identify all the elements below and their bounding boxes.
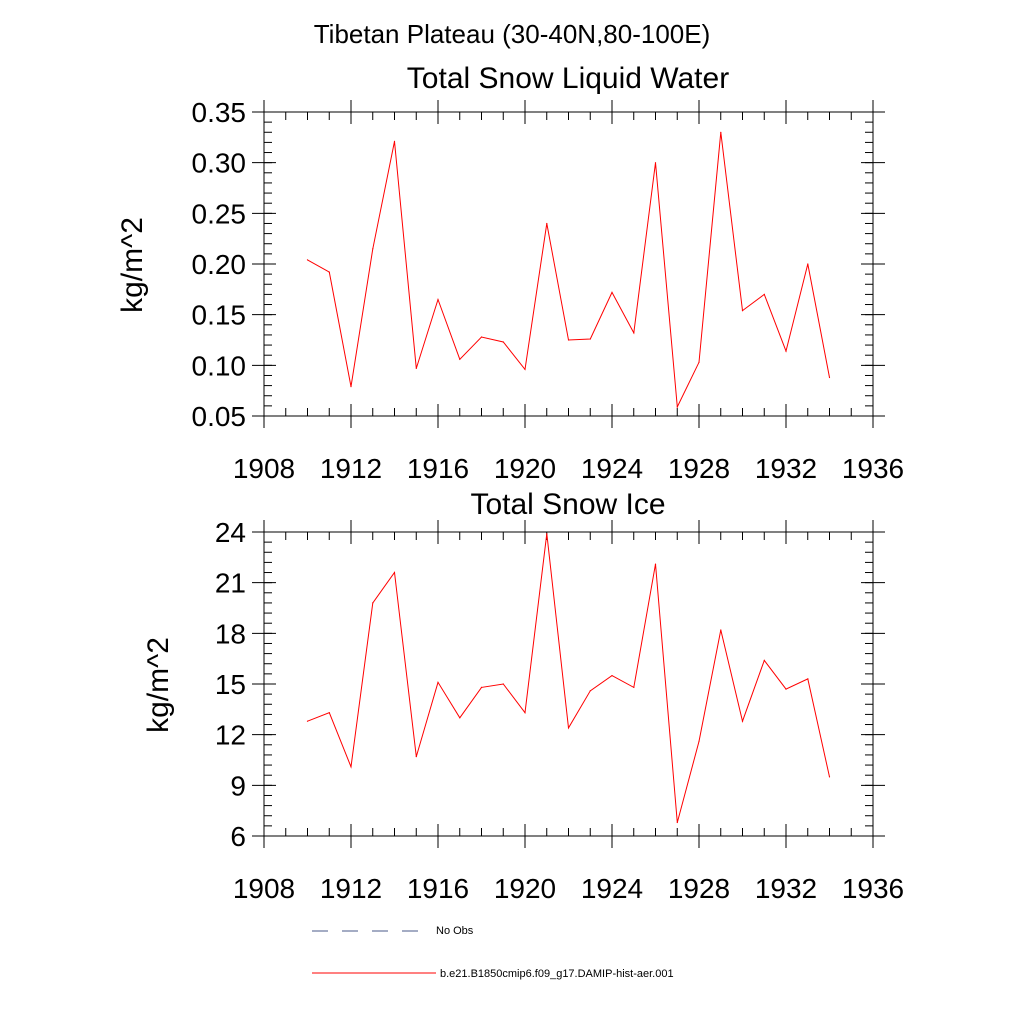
x-tick-label: 1912: [320, 873, 382, 904]
data-point: [459, 717, 461, 719]
series-line: [307, 132, 830, 409]
data-point: [654, 563, 657, 565]
data-point: [720, 131, 722, 133]
x-tick-label: 1936: [842, 453, 904, 484]
data-point: [459, 358, 461, 360]
data-point: [415, 367, 417, 369]
y-tick-label: 6: [230, 821, 246, 852]
chart-title: Total Snow Ice: [470, 488, 665, 521]
data-point: [698, 740, 700, 743]
x-tick-label: 1912: [320, 453, 382, 484]
x-tick-label: 1924: [581, 453, 643, 484]
legend-label-no-obs: No Obs: [436, 925, 474, 937]
data-point: [437, 681, 439, 683]
x-tick-label: 1936: [842, 873, 904, 904]
data-point: [611, 675, 613, 677]
data-point: [676, 821, 678, 824]
data-point: [306, 720, 309, 722]
legend: No Obs b.e21.B1850cmip6.f09_g17.DAMIP-hi…: [312, 925, 674, 980]
data-point: [350, 766, 352, 768]
data-point: [567, 339, 570, 341]
x-tick-label: 1928: [668, 453, 730, 484]
x-tick-label: 1932: [755, 873, 817, 904]
data-point: [393, 571, 396, 574]
x-tick-label: 1908: [233, 453, 295, 484]
data-point: [502, 683, 504, 685]
data-point: [589, 690, 591, 692]
y-axis-label: kg/m^2: [142, 637, 175, 733]
y-tick-label: 9: [230, 770, 246, 801]
y-tick-label: 18: [215, 618, 246, 649]
x-tick-label: 1924: [581, 873, 643, 904]
y-axis-label: kg/m^2: [116, 217, 149, 313]
data-point: [741, 310, 744, 312]
chart-panel-liquid-water: Total Snow Liquid Water kg/m^2 1908 1912 1…: [116, 62, 904, 484]
data-point: [589, 338, 591, 340]
data-point: [763, 293, 765, 295]
data-point: [328, 271, 330, 273]
data-point: [654, 162, 657, 164]
figure-title: Tibetan Plateau (30-40N,80-100E): [314, 19, 711, 49]
data-point: [415, 756, 417, 758]
y-tick-label: 0.15: [192, 300, 247, 331]
y-tick-label: 0.20: [192, 249, 247, 280]
y-tick-label: 15: [215, 669, 246, 700]
data-point: [567, 727, 570, 729]
y-tick-label: 21: [215, 568, 246, 599]
data-point: [785, 350, 787, 352]
data-point: [546, 533, 548, 535]
data-point: [633, 332, 635, 334]
data-point: [350, 386, 352, 388]
data-point: [502, 341, 504, 343]
data-point: [328, 712, 330, 714]
data-point: [763, 659, 765, 662]
data-point: [828, 776, 831, 778]
data-point: [480, 686, 483, 689]
data-point: [393, 140, 396, 142]
x-tick-label: 1916: [407, 873, 469, 904]
legend-label-model: b.e21.B1850cmip6.f09_g17.DAMIP-hist-aer.…: [440, 968, 674, 980]
chart-panel-snow-ice: Total Snow Ice kg/m^2 1908 1912 1916 1920 19…: [142, 488, 904, 904]
x-tick-label: 1920: [494, 453, 556, 484]
y-tick-label: 0.05: [192, 401, 247, 432]
x-tick-label: 1916: [407, 453, 469, 484]
y-tick-label: 0.30: [192, 148, 247, 179]
data-point: [785, 688, 787, 690]
y-tick-label: 0.35: [192, 97, 247, 128]
data-point: [698, 361, 700, 363]
y-tick-label: 12: [215, 720, 246, 751]
data-point: [807, 678, 809, 680]
data-point: [306, 259, 309, 261]
x-tick-label: 1932: [755, 453, 817, 484]
y-tick-label: 0.25: [192, 198, 247, 229]
data-point: [546, 222, 548, 225]
x-tick-label: 1928: [668, 873, 730, 904]
plot-frame: [263, 111, 874, 417]
data-point: [828, 376, 831, 379]
x-tick-label: 1908: [233, 873, 295, 904]
data-point: [720, 629, 722, 631]
data-point: [633, 686, 635, 689]
x-tick-label: 1920: [494, 873, 556, 904]
data-point: [372, 602, 374, 604]
data-point: [524, 368, 526, 370]
data-point: [611, 291, 613, 293]
data-point: [741, 720, 744, 722]
chart-title: Total Snow Liquid Water: [407, 62, 729, 95]
y-tick-label: 0.10: [192, 350, 247, 381]
data-point: [524, 712, 526, 714]
data-point: [807, 263, 809, 265]
data-point: [676, 406, 678, 408]
data-point: [480, 336, 483, 338]
data-point: [372, 248, 374, 250]
data-point: [437, 298, 439, 301]
series-line: [307, 533, 830, 823]
y-tick-label: 24: [215, 517, 246, 548]
